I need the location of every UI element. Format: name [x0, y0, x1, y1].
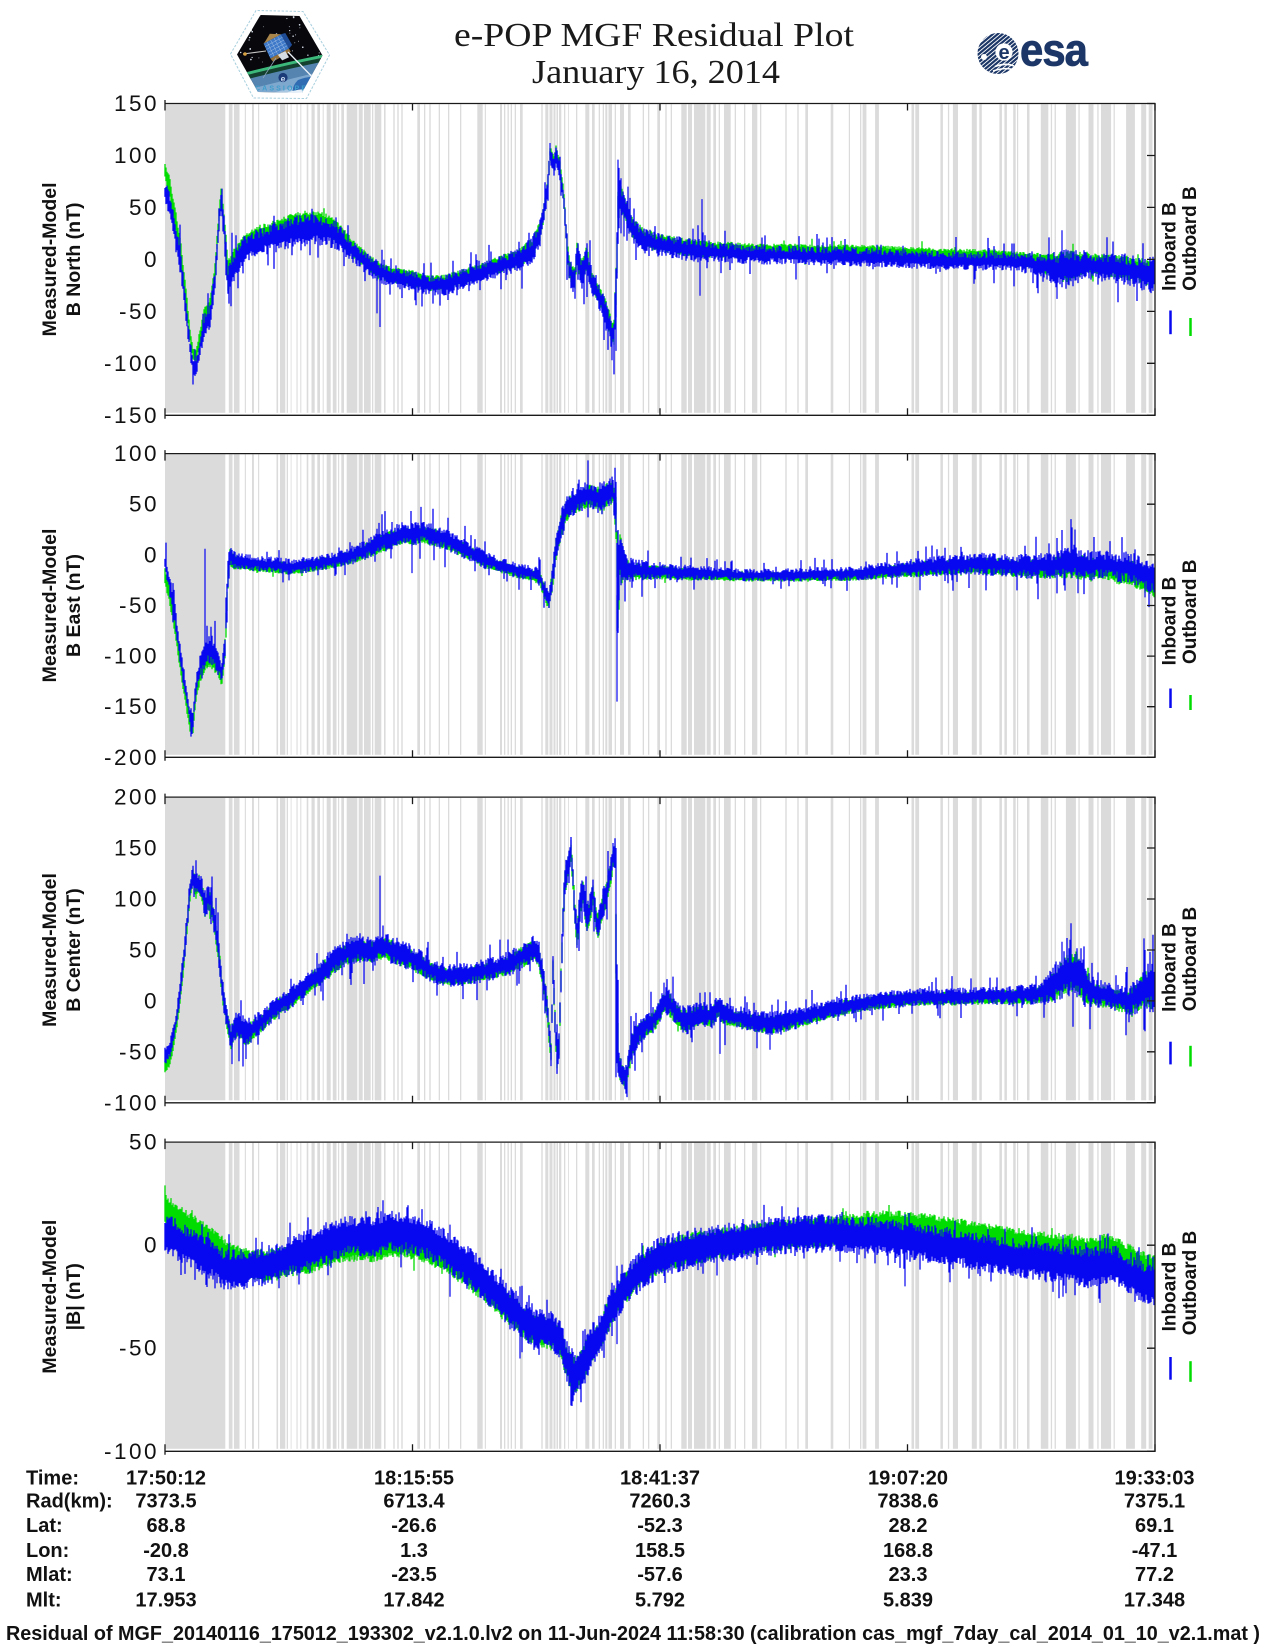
svg-text:18:15:55: 18:15:55	[374, 1468, 454, 1490]
svg-text:-57.6: -57.6	[637, 1564, 683, 1586]
svg-text:5.839: 5.839	[883, 1589, 933, 1611]
svg-text:Inboard B: Inboard B	[1160, 577, 1181, 666]
svg-text:69.1: 69.1	[1135, 1515, 1174, 1537]
svg-text:158.5: 158.5	[635, 1540, 685, 1562]
svg-text:-23.5: -23.5	[391, 1564, 437, 1586]
svg-text:B East (nT): B East (nT)	[63, 554, 85, 657]
svg-text:-20.8: -20.8	[143, 1540, 189, 1562]
svg-text:1.3: 1.3	[400, 1540, 428, 1562]
svg-text:Mlt:: Mlt:	[26, 1589, 62, 1611]
svg-text:19:07:20: 19:07:20	[868, 1468, 948, 1490]
svg-text:esa: esa	[1020, 25, 1089, 76]
svg-text:50: 50	[129, 195, 159, 220]
svg-text:68.8: 68.8	[147, 1515, 186, 1537]
svg-text:100: 100	[114, 441, 159, 466]
svg-text:Measured-Model: Measured-Model	[39, 873, 61, 1027]
svg-text:150: 150	[114, 91, 159, 116]
svg-text:-200: -200	[104, 745, 159, 770]
svg-text:50: 50	[129, 938, 159, 963]
svg-text:28.2: 28.2	[889, 1515, 928, 1537]
svg-text:0: 0	[144, 542, 159, 567]
svg-text:-47.1: -47.1	[1132, 1540, 1178, 1562]
svg-text:Outboard B: Outboard B	[1180, 907, 1201, 1012]
svg-text:100: 100	[114, 887, 159, 912]
svg-text:23.3: 23.3	[889, 1564, 928, 1586]
svg-text:Lat:: Lat:	[26, 1515, 63, 1537]
svg-text:Measured-Model: Measured-Model	[39, 529, 61, 683]
svg-text:Outboard B: Outboard B	[1180, 1231, 1201, 1336]
svg-text:Measured-Model: Measured-Model	[39, 1220, 61, 1374]
svg-text:200: 200	[114, 785, 159, 810]
svg-text:-50: -50	[119, 1039, 159, 1064]
svg-text:-50: -50	[119, 1336, 159, 1361]
svg-text:17.953: 17.953	[135, 1589, 196, 1611]
svg-text:-100: -100	[104, 351, 159, 376]
svg-text:Rad(km):: Rad(km):	[26, 1490, 113, 1512]
svg-text:6713.4: 6713.4	[383, 1490, 445, 1512]
svg-text:Outboard B: Outboard B	[1180, 186, 1201, 291]
svg-text:-100: -100	[104, 1439, 159, 1464]
svg-text:50: 50	[129, 492, 159, 517]
svg-text:e: e	[998, 42, 1009, 64]
svg-text:5.792: 5.792	[635, 1589, 685, 1611]
svg-text:|B| (nT): |B| (nT)	[63, 1263, 85, 1330]
svg-text:17.842: 17.842	[383, 1589, 444, 1611]
svg-text:CASSIOPE: CASSIOPE	[255, 86, 307, 93]
svg-text:77.2: 77.2	[1135, 1564, 1174, 1586]
svg-text:Mlat:: Mlat:	[26, 1564, 73, 1586]
svg-text:-150: -150	[104, 403, 159, 428]
svg-text:January 16, 2014: January 16, 2014	[532, 54, 780, 91]
svg-text:e: e	[281, 73, 286, 83]
svg-text:-100: -100	[104, 644, 159, 669]
svg-text:e-POP MGF Residual Plot: e-POP MGF Residual Plot	[454, 17, 855, 54]
svg-text:7260.3: 7260.3	[629, 1490, 690, 1512]
svg-text:-26.6: -26.6	[391, 1515, 437, 1537]
svg-text:150: 150	[114, 836, 159, 861]
svg-text:100: 100	[114, 143, 159, 168]
svg-text:Inboard B: Inboard B	[1160, 1243, 1181, 1332]
svg-text:B Center (nT): B Center (nT)	[63, 888, 85, 1012]
svg-text:168.8: 168.8	[883, 1540, 933, 1562]
svg-text:50: 50	[129, 1130, 159, 1155]
svg-text:18:41:37: 18:41:37	[620, 1468, 700, 1490]
svg-text:-50: -50	[119, 299, 159, 324]
svg-text:-100: -100	[104, 1090, 159, 1115]
svg-text:-52.3: -52.3	[637, 1515, 683, 1537]
svg-text:73.1: 73.1	[147, 1564, 186, 1586]
svg-text:B North (nT): B North (nT)	[63, 203, 85, 317]
svg-text:Residual of MGF_20140116_17501: Residual of MGF_20140116_175012_193302_v…	[6, 1623, 1260, 1645]
svg-text:Outboard B: Outboard B	[1180, 560, 1201, 665]
svg-text:7373.5: 7373.5	[135, 1490, 196, 1512]
svg-text:Lon:: Lon:	[26, 1540, 69, 1562]
svg-text:-50: -50	[119, 593, 159, 618]
svg-text:Time:: Time:	[26, 1468, 79, 1490]
svg-text:0: 0	[144, 247, 159, 272]
svg-text:17.348: 17.348	[1124, 1589, 1185, 1611]
svg-text:7838.6: 7838.6	[877, 1490, 938, 1512]
svg-text:7375.1: 7375.1	[1124, 1490, 1185, 1512]
svg-text:17:50:12: 17:50:12	[126, 1468, 206, 1490]
svg-text:Inboard B: Inboard B	[1160, 923, 1181, 1012]
svg-text:-150: -150	[104, 694, 159, 719]
svg-text:Inboard B: Inboard B	[1160, 202, 1181, 291]
svg-text:0: 0	[144, 988, 159, 1013]
svg-text:Measured-Model: Measured-Model	[39, 182, 61, 336]
svg-text:19:33:03: 19:33:03	[1114, 1468, 1194, 1490]
svg-text:0: 0	[144, 1233, 159, 1258]
